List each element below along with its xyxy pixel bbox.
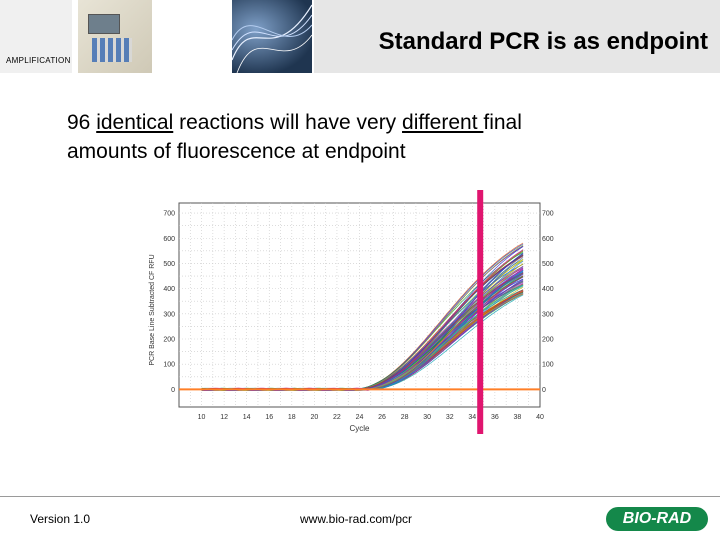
y-tick-label: 600 (163, 236, 175, 243)
x-tick-label: 24 (356, 414, 364, 421)
x-tick-label: 26 (378, 414, 386, 421)
x-tick-label: 14 (243, 414, 251, 421)
body-line1-part: reactions will have very (173, 111, 403, 134)
y-tick-label-right: 600 (542, 236, 554, 243)
x-tick-label: 40 (536, 414, 544, 421)
x-tick-label: 28 (401, 414, 409, 421)
slide-title: Standard PCR is as endpoint (378, 28, 708, 55)
instrument-keypad (92, 38, 132, 62)
wave-graphic-image (232, 0, 312, 73)
y-tick-label: 0 (171, 387, 175, 394)
version-label: Version 1.0 (30, 512, 91, 526)
footer-url[interactable]: www.bio-rad.com/pcr (300, 512, 413, 526)
bio-rad-logo: BIO-RAD (606, 507, 708, 531)
x-tick-label: 12 (220, 414, 228, 421)
footer-divider (0, 496, 720, 497)
emphasis-different: different (402, 111, 484, 134)
y-tick-label-right: 700 (542, 211, 554, 218)
wave-lines-icon (232, 4, 312, 73)
x-tick-label: 18 (288, 414, 296, 421)
body-line1-part: final (483, 111, 522, 134)
x-tick-label: 32 (446, 414, 454, 421)
amplification-chart: 10 12 14 16 18 20 22 24 26 28 30 32 34 36 38 4001002003… (149, 190, 554, 434)
emphasis-identical: identical (96, 111, 174, 134)
y-tick-label-right: 500 (542, 261, 554, 268)
header-logo-area: AMPLIFICATION (0, 0, 72, 73)
section-label: AMPLIFICATION (6, 56, 71, 65)
x-axis-title: Cycle (349, 424, 370, 433)
logo-text: BIO-RAD (622, 510, 692, 527)
y-tick-label-right: 100 (542, 362, 554, 369)
y-axis-title: PCR Base Line Subtracted CF RFU (149, 254, 156, 365)
body-line1-part: 96 (67, 111, 97, 134)
y-tick-label: 300 (163, 311, 175, 318)
y-tick-label-right: 200 (542, 337, 554, 344)
body-text: 96 identical reactions will have very di… (67, 108, 687, 166)
y-tick-label: 500 (163, 261, 175, 268)
x-tick-label: 20 (310, 414, 318, 421)
y-tick-label-right: 400 (542, 286, 554, 293)
title-bar: Standard PCR is as endpoint (314, 0, 720, 73)
x-tick-label: 16 (265, 414, 273, 421)
body-line2: amounts of fluorescence at endpoint (67, 140, 406, 163)
x-tick-label: 30 (423, 414, 431, 421)
slide-header: AMPLIFICATION Standard PCR is as endpoin… (0, 0, 720, 73)
thermal-cycler-image (78, 0, 152, 73)
y-tick-label: 400 (163, 286, 175, 293)
instrument-screen (88, 14, 120, 34)
endpoint-marker (477, 190, 484, 434)
x-tick-label: 38 (514, 414, 522, 421)
x-tick-label: 10 (198, 414, 206, 421)
y-tick-label: 200 (163, 337, 175, 344)
y-tick-label-right: 0 (542, 387, 546, 394)
y-tick-label: 100 (163, 362, 175, 369)
x-tick-label: 22 (333, 414, 341, 421)
y-tick-label-right: 300 (542, 311, 554, 318)
y-tick-label: 700 (163, 211, 175, 218)
x-tick-label: 34 (468, 414, 476, 421)
x-tick-label: 36 (491, 414, 499, 421)
chart-markers (179, 190, 540, 434)
chart-labels: 10 12 14 16 18 20 22 24 26 28 30 32 34 36 38 4001002003… (149, 211, 554, 433)
